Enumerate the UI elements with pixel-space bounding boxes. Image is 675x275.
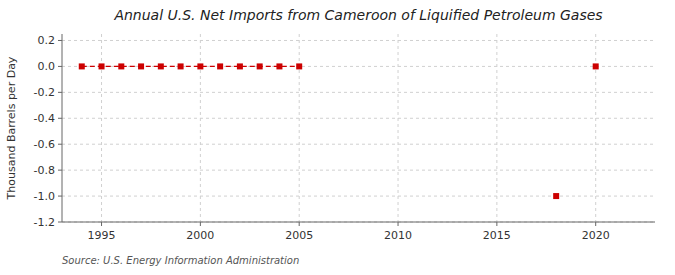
y-tick — [58, 222, 62, 223]
x-tick-label: 2010 — [384, 229, 412, 242]
point — [257, 63, 263, 69]
point — [158, 63, 164, 69]
y-grid-line — [62, 66, 655, 67]
chart: 0.2 0.0 -0.2 -0.4 -0.6 -0.8 -1.0 -1.2 1995 2000 20… — [0, 0, 675, 275]
point — [217, 63, 223, 69]
source: Source: U.S. Energy Information Administ… — [62, 255, 299, 266]
point — [276, 63, 282, 69]
y-grid-line — [62, 144, 655, 145]
y-tick-label: -0.4 — [34, 112, 55, 125]
x-tick-label: 2005 — [285, 229, 313, 242]
x-tick — [496, 222, 497, 226]
x-grid-line — [101, 34, 102, 222]
point — [138, 63, 144, 69]
y-tick — [58, 144, 62, 145]
x-tick-label: 1995 — [88, 229, 116, 242]
x-grid-line — [299, 34, 300, 222]
y-axis-line — [62, 34, 63, 222]
x-tick — [101, 222, 102, 226]
y-axis-label: Thousand Barrels per Day — [5, 56, 18, 200]
x-tick — [398, 222, 399, 226]
y-grid-line — [62, 170, 655, 171]
y-tick-label: 0.2 — [38, 34, 56, 47]
y-tick-label: -0.8 — [34, 164, 55, 177]
x-axis-line — [62, 222, 655, 223]
x-tick — [595, 222, 596, 226]
point — [296, 63, 302, 69]
x-grid-line — [496, 34, 497, 222]
y-tick — [58, 40, 62, 41]
x-tick — [299, 222, 300, 226]
y-tick — [58, 92, 62, 93]
point — [237, 63, 243, 69]
y-grid-line — [62, 92, 655, 93]
point — [178, 63, 184, 69]
y-tick — [58, 66, 62, 67]
y-tick-label: -1.0 — [34, 190, 55, 203]
y-tick-label: -0.6 — [34, 138, 55, 151]
point — [99, 63, 105, 69]
x-grid-line — [398, 34, 399, 222]
y-tick — [58, 196, 62, 197]
y-grid-line — [62, 222, 655, 223]
x-grid-line — [595, 34, 596, 222]
point — [197, 63, 203, 69]
y-tick-label: 0.0 — [38, 60, 56, 73]
y-grid-line — [62, 196, 655, 197]
point — [553, 193, 559, 199]
y-grid-line — [62, 118, 655, 119]
grid — [62, 34, 655, 222]
y-tick-label: -0.2 — [34, 86, 55, 99]
x-tick-label: 2000 — [186, 229, 214, 242]
title: Annual U.S. Net Imports from Cameroon of… — [113, 7, 602, 23]
y-tick — [58, 170, 62, 171]
plot-data — [79, 63, 599, 199]
x-grid-line — [200, 34, 201, 222]
x-tick — [200, 222, 201, 226]
y-tick — [58, 118, 62, 119]
point — [118, 63, 124, 69]
point — [593, 63, 599, 69]
point — [79, 63, 85, 69]
x-tick-label: 2020 — [582, 229, 610, 242]
y-grid-line — [62, 40, 655, 41]
x-tick-label: 2015 — [483, 229, 511, 242]
y-tick-label: -1.2 — [34, 216, 55, 229]
